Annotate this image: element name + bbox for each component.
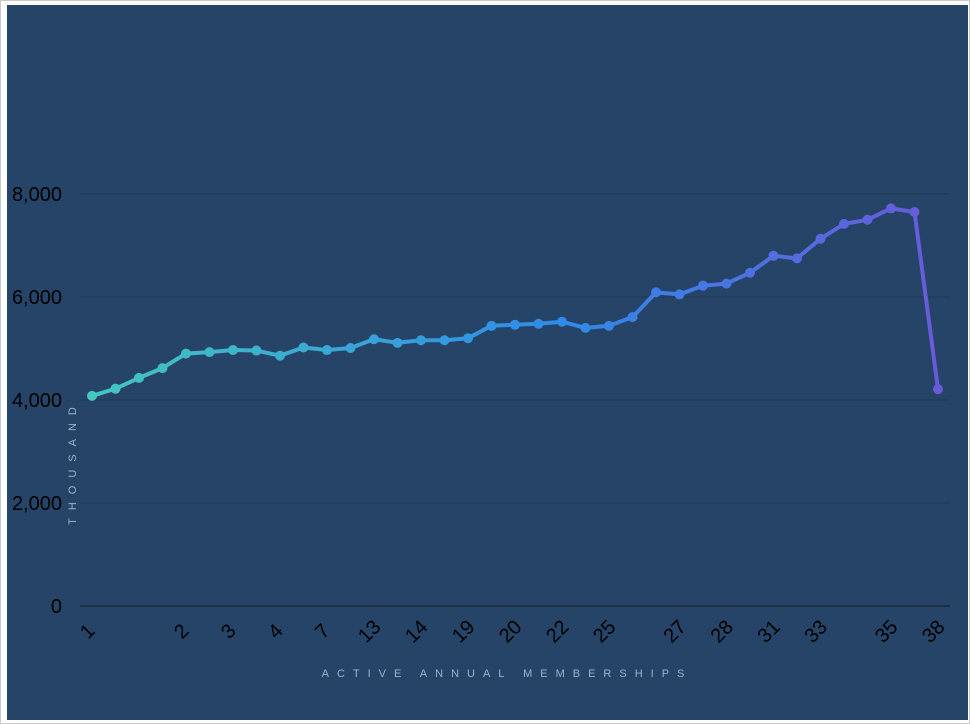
x-tick-label: 33 — [801, 616, 832, 647]
x-tick-label: 28 — [707, 616, 738, 647]
data-point — [87, 390, 97, 401]
y-tick-label: 8,000 — [12, 184, 62, 206]
x-tick-label: 38 — [918, 616, 949, 647]
series-points — [87, 203, 943, 401]
data-point — [416, 335, 426, 346]
data-point — [369, 334, 379, 345]
data-point — [298, 342, 309, 353]
data-point — [792, 253, 802, 264]
data-point — [510, 319, 520, 330]
data-point — [486, 320, 497, 331]
data-point — [345, 342, 356, 353]
data-point — [204, 347, 215, 358]
grid-lines — [80, 193, 950, 607]
data-point — [627, 312, 638, 323]
data-point — [533, 318, 544, 329]
data-point — [181, 348, 191, 359]
data-point — [439, 335, 450, 346]
x-tick-label: 25 — [589, 616, 620, 647]
y-tick-label: 2,000 — [12, 493, 62, 515]
x-tick-label: 1 — [76, 620, 99, 643]
data-point — [463, 333, 473, 344]
x-tick-label: 35 — [871, 616, 902, 647]
data-point — [157, 363, 168, 374]
x-tick-label: 4 — [264, 620, 287, 643]
data-point — [604, 320, 614, 331]
data-point — [745, 267, 755, 278]
data-point — [557, 316, 567, 327]
x-axis-ticks: 1 2 3 4 7 13 14 19 20 22 25 27 28 31 33 35 38 — [76, 616, 949, 647]
series-line — [90, 206, 940, 398]
x-axis-title: ACTIVE ANNUAL MEMBERSHIPS — [322, 668, 693, 680]
data-point — [933, 384, 943, 395]
data-point — [815, 233, 826, 244]
data-point — [251, 345, 262, 356]
data-point — [651, 287, 661, 298]
x-tick-label: 2 — [170, 620, 193, 643]
data-point — [768, 250, 779, 261]
x-tick-label: 22 — [542, 616, 573, 647]
data-point — [134, 372, 144, 383]
y-axis-title: THOUSAND — [67, 399, 79, 525]
data-point — [674, 289, 685, 300]
data-point — [110, 383, 121, 394]
x-tick-label: 7 — [311, 620, 334, 643]
data-point — [275, 350, 285, 361]
y-axis-ticks: 0 2,000 4,000 6,000 8,000 — [12, 184, 62, 618]
data-point — [839, 218, 849, 229]
x-tick-label: 14 — [401, 616, 432, 647]
data-point — [698, 280, 708, 291]
data-point — [392, 337, 403, 348]
x-tick-label: 13 — [354, 616, 385, 647]
data-point — [580, 322, 591, 333]
series-line-path — [90, 206, 940, 398]
x-tick-label: 3 — [217, 620, 240, 643]
data-point — [862, 214, 873, 225]
x-tick-label: 19 — [448, 616, 479, 647]
data-point — [909, 207, 920, 218]
y-tick-label: 4,000 — [12, 390, 62, 412]
data-point — [228, 345, 238, 356]
x-tick-label: 20 — [495, 616, 526, 647]
data-point — [886, 203, 896, 214]
x-tick-label: 27 — [660, 616, 691, 647]
data-point — [721, 278, 732, 289]
data-point — [322, 345, 332, 356]
x-tick-label: 31 — [754, 616, 785, 647]
chart-panel — [7, 5, 968, 720]
y-tick-label: 0 — [51, 596, 62, 618]
y-tick-label: 6,000 — [12, 287, 62, 309]
